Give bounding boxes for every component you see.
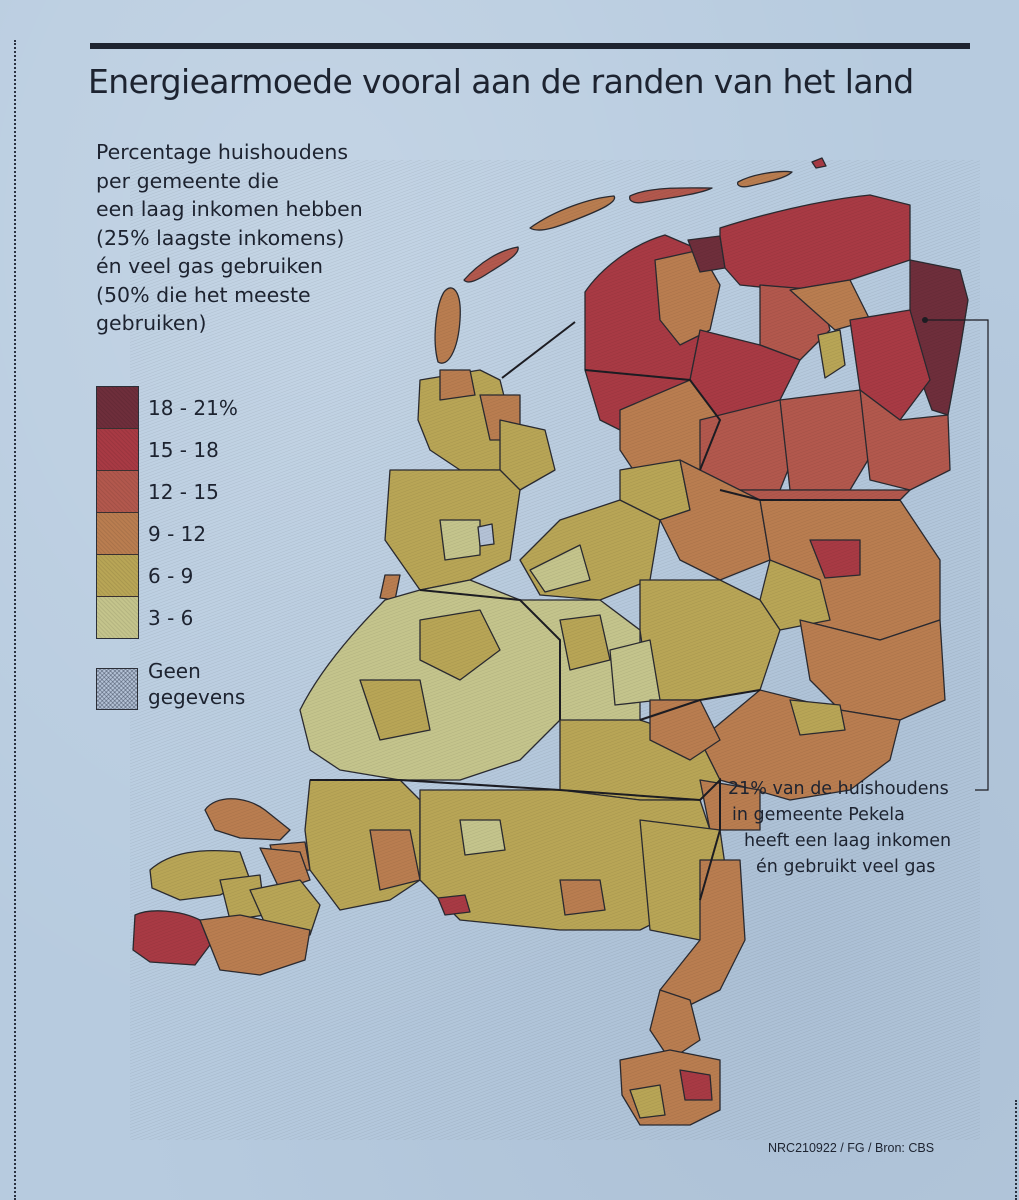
no-data-line: Geen (148, 659, 201, 683)
annotation-line: heeft een laag inkomen (744, 831, 952, 851)
legend-label: 18 - 21% (148, 396, 238, 420)
annotation-line: 21% van de huishoudens (728, 779, 949, 799)
annotation-leader-line (925, 319, 989, 791)
source-credit: NRC210922 / FG / Bron: CBS (768, 1141, 935, 1155)
legend-label: 3 - 6 (148, 606, 194, 630)
legend-label: 12 - 15 (148, 480, 219, 504)
legend-swatch-no-data (96, 668, 138, 710)
annotation-line: én gebruikt veel gas (756, 857, 936, 877)
afsluitdijk (501, 321, 576, 379)
no-data-line: gegevens (148, 685, 246, 709)
column-dotted-divider-right (1015, 1100, 1017, 1200)
headline-rule (90, 43, 970, 49)
legend-swatch-18-21 (97, 387, 138, 429)
legend-label: 15 - 18 (148, 438, 219, 462)
pekela-annotation: 21% van de huishoudens in gemeente Pekel… (728, 776, 951, 880)
legend-swatch-9-12 (97, 513, 138, 555)
column-dotted-divider (14, 40, 16, 1200)
legend-swatch-6-9 (97, 555, 138, 597)
legend-swatch-15-18 (97, 429, 138, 471)
legend-swatch-12-15 (97, 471, 138, 513)
legend-color-scale (96, 386, 139, 639)
legend-label: 6 - 9 (148, 564, 194, 588)
legend-label: 9 - 12 (148, 522, 207, 546)
legend-swatch-3-6 (97, 597, 138, 638)
annotation-line: in gemeente Pekela (732, 805, 905, 825)
page-title: Energiearmoede vooral aan de randen van … (88, 62, 914, 101)
legend-no-data-label: Geen gegevens (148, 658, 245, 710)
